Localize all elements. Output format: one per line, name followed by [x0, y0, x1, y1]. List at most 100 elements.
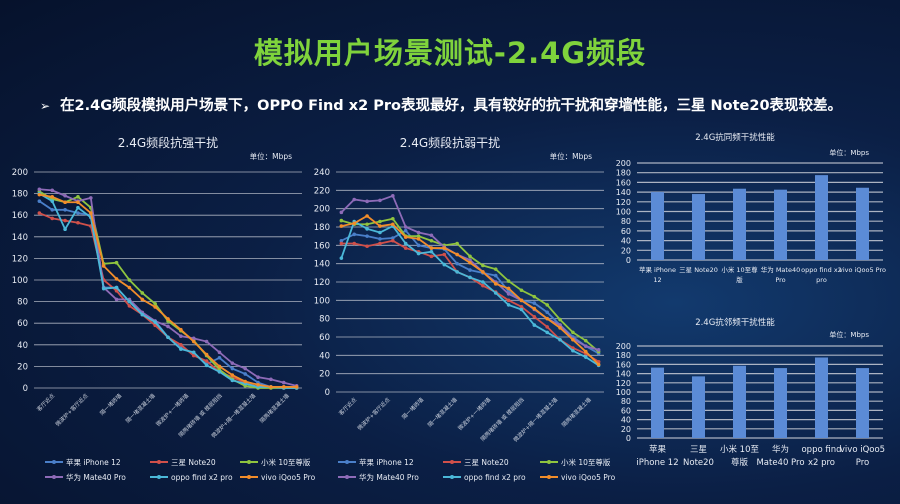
data-point: [230, 373, 235, 377]
data-point: [378, 230, 382, 235]
legend-marker: [247, 475, 251, 479]
data-point: [63, 218, 67, 223]
data-point: [545, 303, 549, 307]
y-tick-label: 160: [314, 241, 330, 251]
data-point: [442, 262, 447, 267]
x-category-label: Note20: [683, 458, 714, 468]
data-point: [596, 348, 601, 352]
data-point: [519, 307, 524, 312]
legend-marker: [157, 475, 161, 479]
data-point: [339, 224, 344, 228]
data-point: [545, 310, 549, 315]
y-tick-label: 100: [314, 296, 330, 306]
legend-label: 华为 Mate40 Pro: [359, 472, 419, 482]
legend-item: oppo find x2 pro: [443, 473, 526, 482]
y-tick-label: 100: [616, 208, 631, 217]
y-tick-label: 100: [12, 276, 28, 286]
data-point: [339, 238, 344, 243]
data-point: [243, 366, 247, 371]
data-point: [481, 263, 485, 268]
legend-label: vivo iQoo5 Pro: [261, 473, 316, 482]
data-point: [493, 291, 498, 295]
x-category-label: 微波炉+客厅近点: [356, 395, 392, 431]
slide-title: 模拟用户场景测试-2.4G频段: [253, 36, 647, 70]
legend-marker: [52, 460, 56, 464]
series-苹果-iPhone-12: [37, 199, 299, 389]
y-tick-label: 120: [314, 278, 330, 288]
x-category-label: 微波炉+客厅近点: [54, 391, 90, 427]
data-point: [191, 353, 196, 358]
data-point: [191, 339, 196, 344]
chart-3: 2.4G抗同频干扰性能单位：Mbps0204060801001201401601…: [616, 132, 886, 284]
x-category-label: 隔两堵混凝土墙: [258, 391, 291, 424]
x-category-label: oppo find: [801, 445, 841, 455]
data-point: [127, 304, 132, 308]
data-point: [63, 227, 67, 232]
data-point: [571, 337, 575, 342]
data-point: [506, 303, 511, 307]
legend-label: 苹果 iPhone 12: [359, 457, 414, 467]
data-point: [114, 289, 119, 293]
series-line: [39, 188, 297, 387]
data-point: [114, 277, 119, 281]
data-point: [50, 195, 55, 199]
data-point: [204, 352, 209, 357]
data-point: [37, 192, 42, 197]
data-point: [37, 199, 42, 203]
data-point: [416, 230, 421, 235]
y-tick-label: 80: [621, 217, 631, 226]
x-category-label: 华为 Mate40: [761, 265, 800, 274]
x-category-label: 三星 Note20: [679, 266, 718, 274]
data-point: [416, 243, 421, 248]
data-point: [243, 372, 247, 376]
data-point: [519, 304, 524, 309]
data-point: [127, 278, 132, 282]
data-point: [468, 258, 472, 262]
x-category-label: vivo iQoo5 Pro: [839, 266, 886, 274]
data-point: [455, 261, 459, 266]
data-point: [339, 218, 344, 223]
y-tick-label: 200: [616, 342, 631, 351]
data-point: [596, 362, 601, 367]
data-point: [403, 235, 408, 239]
data-point: [76, 220, 80, 225]
legend-item: 华为 Mate40 Pro: [338, 472, 419, 482]
legend-label: 小米 10至尊版: [561, 457, 611, 467]
data-point: [204, 339, 209, 344]
data-point: [545, 325, 549, 329]
x-category-label: Pro: [775, 276, 785, 284]
data-point: [217, 355, 222, 360]
data-point: [468, 254, 472, 259]
x-category-label: 版: [736, 275, 743, 284]
y-tick-label: 180: [12, 190, 28, 200]
data-point: [378, 241, 382, 246]
data-point: [403, 228, 408, 233]
y-tick-label: 20: [621, 425, 631, 434]
y-tick-label: 180: [616, 351, 631, 360]
data-point: [365, 214, 369, 218]
data-point: [166, 317, 170, 321]
y-tick-label: 0: [626, 256, 631, 265]
data-point: [63, 200, 67, 205]
x-category-label: Pro: [856, 458, 870, 468]
y-tick-label: 160: [616, 360, 631, 369]
data-point: [532, 294, 537, 299]
y-tick-label: 80: [621, 397, 631, 406]
y-tick-label: 160: [12, 211, 28, 221]
legend-label: vivo iQoo5 Pro: [561, 473, 616, 482]
data-point: [416, 251, 421, 256]
data-point: [545, 330, 549, 335]
legend-item: 华为 Mate40 Pro: [45, 472, 126, 482]
data-point: [468, 260, 472, 265]
summary-bullet: ➢ 在2.4G频段模拟用户场景下，OPPO Find x2 Pro表现最好，具有较…: [40, 94, 842, 115]
data-point: [378, 237, 382, 241]
legend-label: 三星 Note20: [464, 458, 509, 467]
y-tick-label: 80: [17, 298, 28, 308]
series-小米-10至尊版: [339, 216, 601, 354]
data-point: [114, 285, 119, 290]
legend-label: 三星 Note20: [171, 458, 216, 467]
data-point: [558, 317, 562, 322]
data-point: [583, 338, 588, 343]
